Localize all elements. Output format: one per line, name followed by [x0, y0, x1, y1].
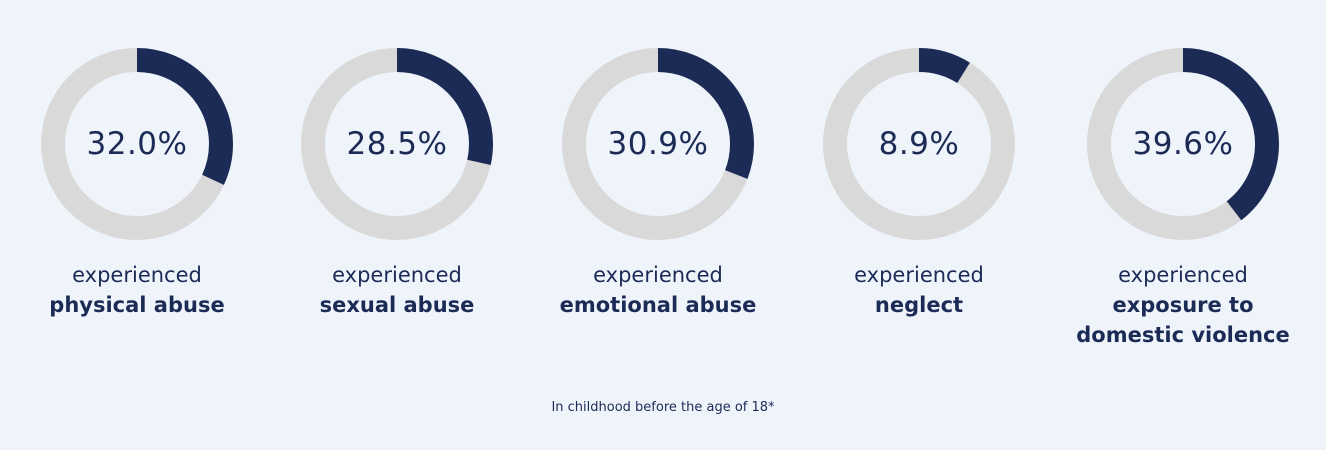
caption: experienced neglect — [854, 260, 984, 320]
caption-prefix: experienced — [593, 263, 723, 287]
donut-block: 8.9% experienced neglect — [789, 48, 1049, 320]
footnote: In childhood before the age of 18* — [551, 400, 775, 415]
donut-svg — [301, 48, 493, 240]
donut-chart: 8.9% — [823, 48, 1015, 240]
donut-block: 32.0% experienced physical abuse — [7, 48, 267, 320]
caption-category: exposure to domestic violence — [1076, 293, 1290, 347]
donut-block: 28.5% experienced sexual abuse — [267, 48, 527, 320]
donut-value-arc — [823, 48, 1015, 240]
donut-chart: 28.5% — [301, 48, 493, 240]
percent-label: 30.9% — [607, 126, 709, 162]
percent-label: 32.0% — [86, 126, 188, 162]
caption-prefix: experienced — [332, 263, 462, 287]
donut-chart: 39.6% — [1087, 48, 1279, 240]
donut-svg — [562, 48, 754, 240]
percent-label: 39.6% — [1132, 126, 1234, 162]
caption: experienced sexual abuse — [320, 260, 475, 320]
donut-chart: 30.9% — [562, 48, 754, 240]
caption-category: emotional abuse — [559, 293, 757, 317]
donut-svg — [1087, 48, 1279, 240]
donut-chart: 32.0% — [41, 48, 233, 240]
caption-prefix: experienced — [1118, 263, 1248, 287]
caption-category: sexual abuse — [319, 293, 475, 317]
caption: experienced emotional abuse — [560, 260, 757, 320]
donut-value-arc — [41, 48, 233, 240]
caption-category: neglect — [874, 293, 964, 317]
donut-svg — [823, 48, 1015, 240]
percent-label: 8.9% — [878, 126, 960, 162]
caption-prefix: experienced — [854, 263, 984, 287]
donut-block: 30.9% experienced emotional abuse — [528, 48, 788, 320]
donut-value-arc — [562, 48, 754, 240]
donut-value-arc — [301, 48, 493, 240]
caption: experienced physical abuse — [49, 260, 224, 320]
caption-category: physical abuse — [49, 293, 225, 317]
donut-block: 39.6% experienced exposure to domestic v… — [1053, 48, 1313, 350]
percent-label: 28.5% — [346, 126, 448, 162]
caption: experienced exposure to domestic violenc… — [1068, 260, 1298, 350]
caption-prefix: experienced — [72, 263, 202, 287]
donut-value-arc — [1087, 48, 1279, 240]
donut-svg — [41, 48, 233, 240]
